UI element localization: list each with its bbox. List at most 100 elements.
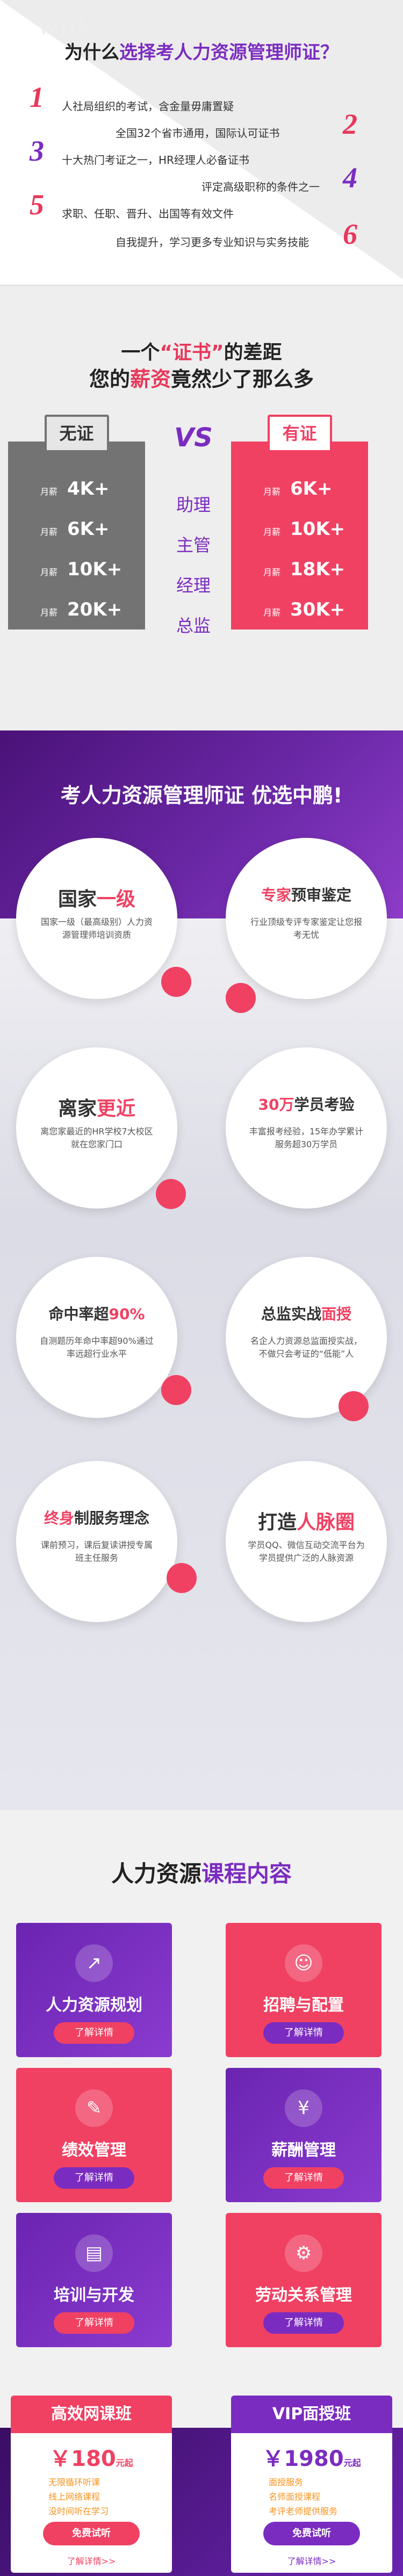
reason-text: 十大热门考证之一，HR经理人必备证书 bbox=[62, 154, 249, 167]
salary-label: 月薪 bbox=[40, 487, 58, 497]
salary-value: 6K+ bbox=[67, 518, 110, 540]
course-details-button[interactable]: 了解详情 bbox=[54, 2312, 134, 2334]
training-icon: ▤ bbox=[75, 2234, 113, 2272]
salary-label: 月薪 bbox=[263, 487, 281, 497]
decor-dot bbox=[226, 983, 256, 1013]
position-label: 助理 bbox=[176, 495, 211, 515]
decor-dot bbox=[161, 967, 191, 997]
title-part-highlight: 专家 bbox=[261, 886, 291, 904]
salary-row: 月薪 4K+ bbox=[8, 468, 145, 511]
reason-number: 2 bbox=[343, 108, 357, 140]
reason-text: 自我提升，学习更多专业知识与实务技能 bbox=[116, 236, 309, 249]
title-part: 您的 bbox=[89, 367, 130, 391]
title-part: 命中率超 bbox=[48, 1305, 109, 1323]
course-name: 招聘与配置 bbox=[263, 1996, 344, 2015]
plan-feature: 无限循环听课 bbox=[48, 2477, 100, 2487]
advantage-circle: 国家一级 国家一级（最高级别）人力资源管理师培训资质 bbox=[16, 838, 177, 999]
title-part-highlight: 90% bbox=[109, 1305, 145, 1323]
advantage-title: 离家更近 bbox=[16, 1093, 177, 1121]
plan-feature: 线上网络课程 bbox=[48, 2492, 100, 2502]
with-cert-tab: 有证 bbox=[267, 415, 332, 452]
course-card[interactable]: ▤ 培训与开发 了解详情 bbox=[16, 2213, 172, 2347]
salary-value: 18K+ bbox=[290, 559, 346, 580]
advantage-desc: 国家一级（最高级别）人力资源管理师培训资质 bbox=[40, 917, 153, 940]
course-card[interactable]: ⚙ 劳动关系管理 了解详情 bbox=[226, 2213, 382, 2347]
title-part-highlight: 30万 bbox=[258, 1096, 294, 1113]
reason-number: 3 bbox=[30, 135, 44, 167]
network-icon: ⚙ bbox=[285, 2234, 322, 2272]
salary-row: 月薪 6K+ bbox=[8, 509, 145, 552]
course-details-button[interactable]: 了解详情 bbox=[54, 2167, 134, 2189]
advantage-title: 总监实战面授 bbox=[226, 1303, 387, 1324]
without-cert-tab: 无证 bbox=[44, 415, 109, 452]
decor-dot bbox=[167, 1563, 197, 1593]
reason-number: 4 bbox=[343, 162, 357, 194]
advantage-title: 终身制服务理念 bbox=[16, 1507, 177, 1528]
title-part-highlight: 一级 bbox=[97, 888, 136, 910]
title-part: 竟然少了那么多 bbox=[171, 367, 314, 391]
reason-number: 6 bbox=[343, 218, 357, 250]
advantage-title: 国家一级 bbox=[16, 884, 177, 911]
title-part: 预审鉴定 bbox=[291, 886, 352, 904]
salary-value: 10K+ bbox=[290, 518, 346, 540]
watermark-text: WHY bbox=[38, 16, 96, 40]
with-cert-card: 月薪 6K+ 月薪 10K+ 月薪 18K+ 月薪 30K+ 有证 bbox=[231, 415, 368, 629]
course-card[interactable]: ☺ 招聘与配置 了解详情 bbox=[226, 1923, 382, 2057]
reason-text: 评定高级职称的条件之一 bbox=[202, 180, 320, 193]
online-plan-card: 高效网课班 ￥180元起 无限循环听课 线上网络课程 没时间听在学习 免费试听 … bbox=[11, 2396, 172, 2573]
position-label: 总监 bbox=[176, 616, 211, 636]
without-cert-card: 月薪 4K+ 月薪 6K+ 月薪 10K+ 月薪 20K+ 无证 bbox=[8, 415, 145, 629]
salary-label: 月薪 bbox=[40, 567, 58, 577]
title-part-highlight: 课程内容 bbox=[202, 1861, 292, 1887]
salary-label: 月薪 bbox=[263, 607, 281, 618]
title-part: 学员考验 bbox=[294, 1096, 355, 1113]
advantage-circle: 打造人脉圈 学员QQ、微信互动交流平台为学员提供广泛的人脉资源 bbox=[226, 1461, 387, 1622]
advantage-desc: 丰富报考经验，15年办学累计服务超30万学员 bbox=[249, 1126, 364, 1149]
course-details-button[interactable]: 了解详情 bbox=[263, 2167, 344, 2189]
salary-label: 月薪 bbox=[40, 607, 58, 618]
advantage-title: 打造人脉圈 bbox=[226, 1507, 387, 1535]
reason-text: 求职、任职、晋升、出国等有效文件 bbox=[62, 207, 234, 220]
title-part: 制服务理念 bbox=[74, 1509, 150, 1527]
card-body: 月薪 6K+ 月薪 10K+ 月薪 18K+ 月薪 30K+ bbox=[231, 442, 368, 629]
price-unit: 元起 bbox=[343, 2458, 361, 2468]
course-name: 绩效管理 bbox=[62, 2141, 126, 2160]
course-details-button[interactable]: 了解详情 bbox=[263, 2312, 344, 2334]
why-title-prefix: 为什么 bbox=[64, 42, 119, 63]
advantages-title: 考人力资源管理师证 优选中鹏! bbox=[60, 784, 343, 807]
plan-feature: 没时间听在学习 bbox=[48, 2506, 109, 2516]
performance-icon: ✎ bbox=[75, 2089, 113, 2127]
course-details-button[interactable]: 了解详情 bbox=[54, 2022, 134, 2044]
chart-icon: ↗ bbox=[75, 1944, 113, 1982]
price-value: ￥180 bbox=[49, 2447, 116, 2471]
course-card[interactable]: ¥ 薪酬管理 了解详情 bbox=[226, 2068, 382, 2202]
title-part: 离家 bbox=[57, 1098, 97, 1120]
title-part: 人力资源 bbox=[111, 1861, 202, 1887]
plans-section: 高效网课班 ￥180元起 无限循环听课 线上网络课程 没时间听在学习 免费试听 … bbox=[0, 2396, 403, 2576]
title-part: 国家 bbox=[57, 888, 97, 910]
advantage-circle: 专家预审鉴定 行业顶级专评专家鉴定让您报考无忧 bbox=[226, 838, 387, 999]
reason-text: 人社局组织的考试，含金量毋庸置疑 bbox=[62, 100, 234, 113]
more-details-link[interactable]: 了解详情>> bbox=[67, 2556, 116, 2566]
price-unit: 元起 bbox=[116, 2458, 133, 2468]
course-name: 薪酬管理 bbox=[271, 2141, 336, 2160]
plan-feature: 考评老师提供服务 bbox=[269, 2506, 338, 2516]
salary-value: 6K+ bbox=[290, 478, 333, 500]
advantage-circle: 30万学员考验 丰富报考经验，15年办学累计服务超30万学员 bbox=[226, 1047, 387, 1209]
course-name: 培训与开发 bbox=[54, 2286, 134, 2305]
course-card[interactable]: ↗ 人力资源规划 了解详情 bbox=[16, 1923, 172, 2057]
course-details-button[interactable]: 了解详情 bbox=[263, 2022, 344, 2044]
course-card[interactable]: ✎ 绩效管理 了解详情 bbox=[16, 2068, 172, 2202]
position-label: 经理 bbox=[176, 575, 211, 596]
more-details-link[interactable]: 了解详情>> bbox=[287, 2556, 336, 2566]
free-trial-button[interactable]: 免费试听 bbox=[263, 2522, 360, 2545]
card-body: 月薪 4K+ 月薪 6K+ 月薪 10K+ 月薪 20K+ bbox=[8, 442, 145, 629]
money-icon: ¥ bbox=[285, 2089, 322, 2127]
salary-value: 20K+ bbox=[67, 599, 123, 620]
salary-value: 30K+ bbox=[290, 599, 346, 620]
free-trial-button[interactable]: 免费试听 bbox=[43, 2522, 140, 2545]
plan-feature: 面授服务 bbox=[269, 2477, 304, 2487]
advantage-desc: 名企人力资源总监面授实战，不做只会考证的“低能”人 bbox=[250, 1336, 362, 1359]
compare-section: 一个“证书”的差距 您的薪资竟然少了那么多 月薪 4K+ 月薪 6K+ 月薪 10K+… bbox=[0, 285, 403, 730]
salary-row: 月薪 30K+ bbox=[231, 589, 368, 632]
